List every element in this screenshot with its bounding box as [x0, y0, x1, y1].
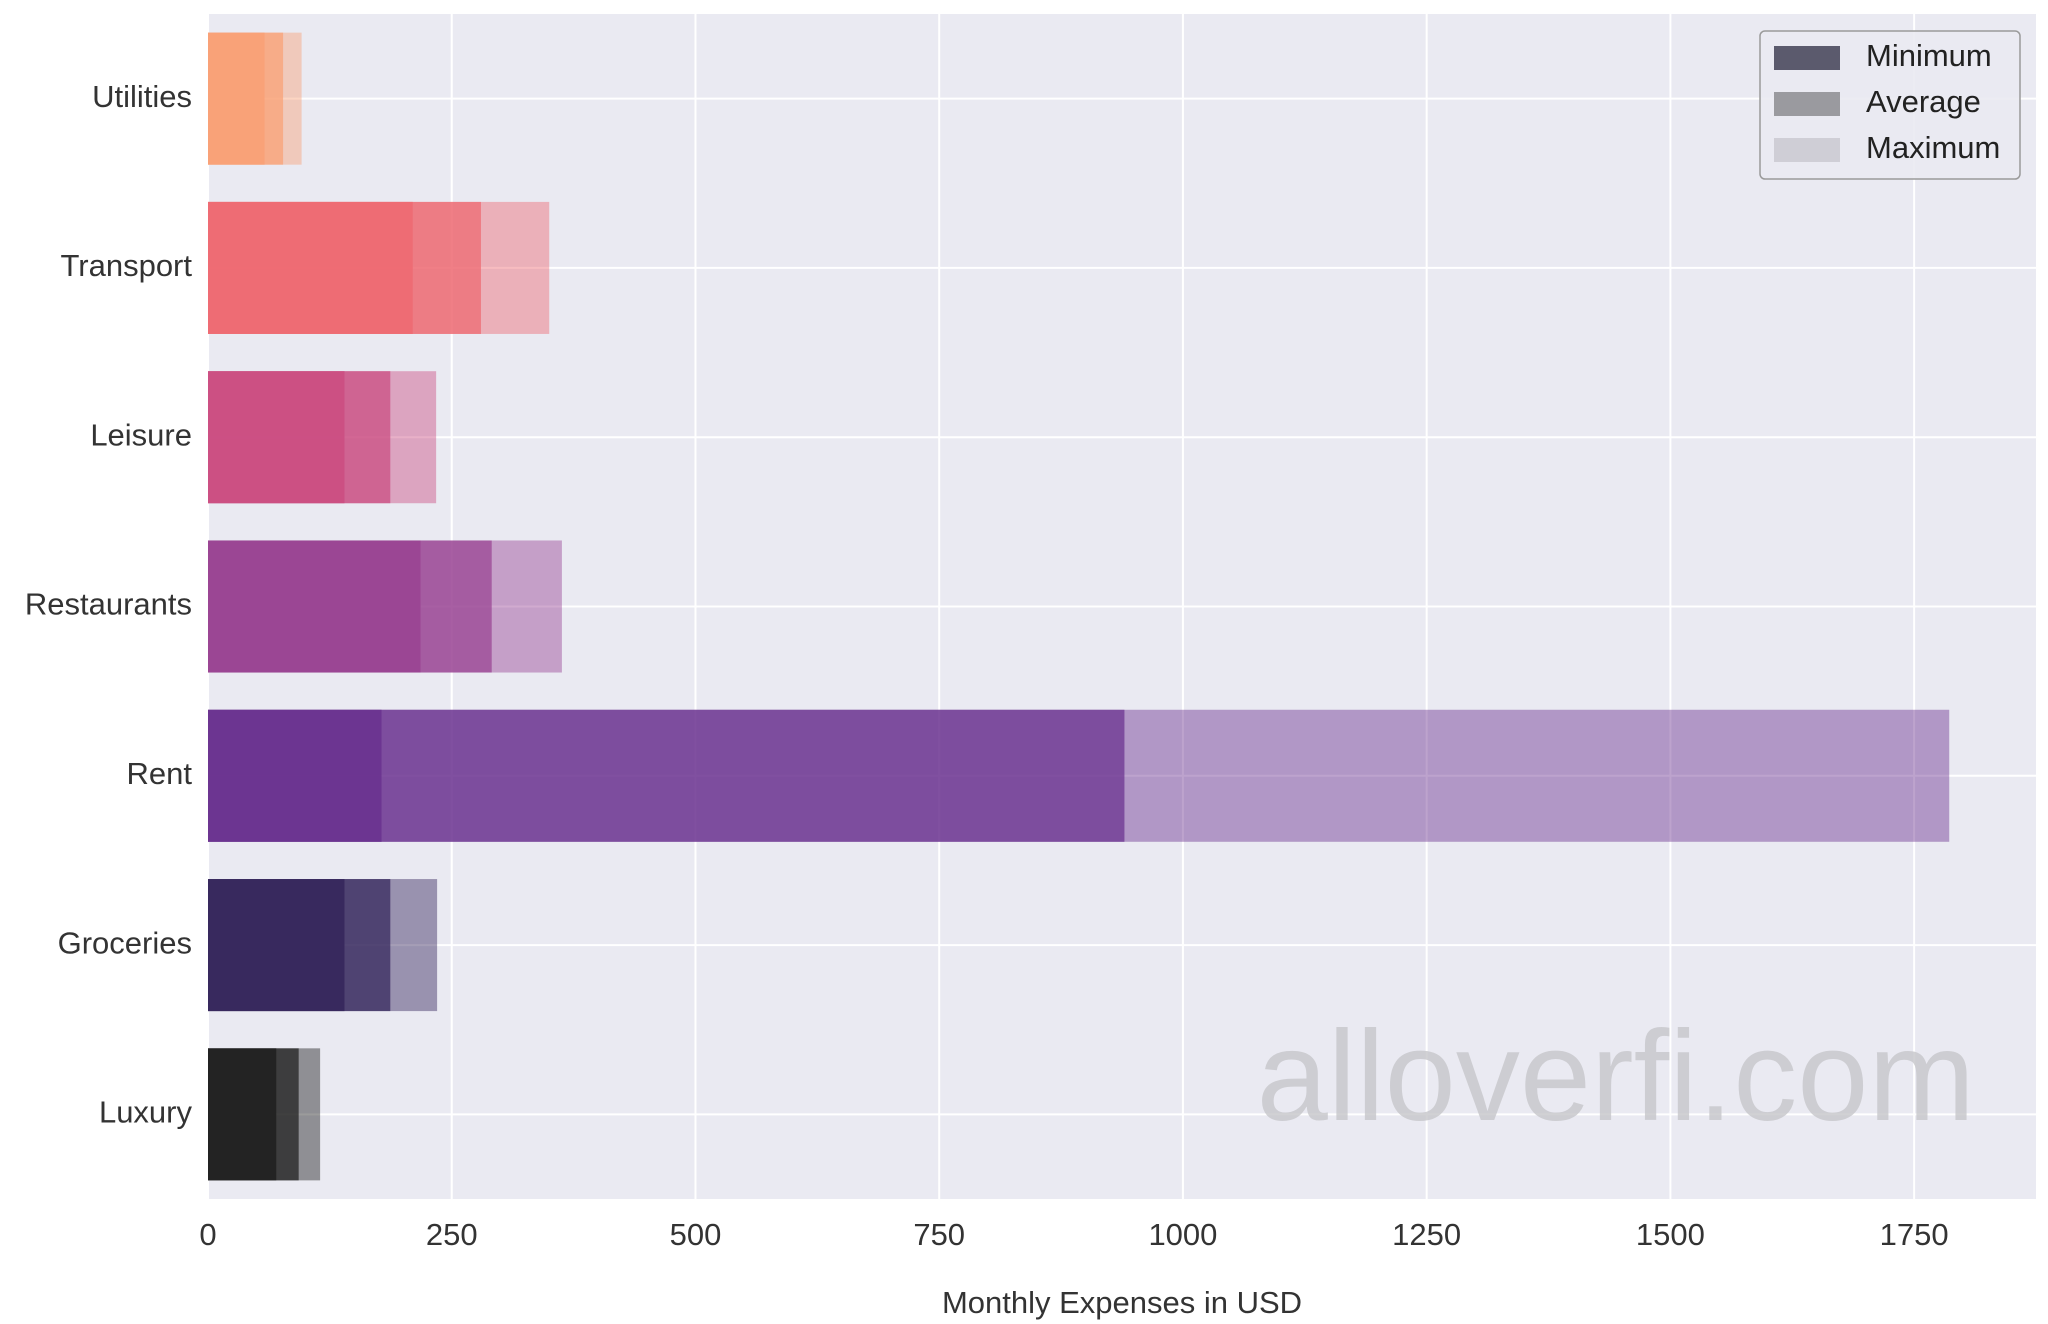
x-tick-labels: 0 250 500 750 1000 1250 1500 1750: [199, 1217, 1948, 1252]
x-tick-label: 1000: [1148, 1217, 1217, 1252]
y-tick-label: Transport: [60, 248, 192, 283]
watermark: alloverfi.com: [1257, 1005, 1975, 1148]
legend-label-average: Average: [1866, 84, 1981, 119]
x-tick-label: 1500: [1636, 1217, 1705, 1252]
y-tick-label: Restaurants: [25, 587, 192, 622]
x-tick-label: 750: [913, 1217, 965, 1252]
legend: Minimum Average Maximum: [1759, 30, 2021, 180]
y-tick-label: Utilities: [92, 79, 192, 114]
legend-swatch-average: [1774, 92, 1840, 116]
bar-restaurants-minimum: [208, 540, 421, 673]
grid-lines: [207, 14, 2036, 1199]
x-tick-label: 1750: [1880, 1217, 1949, 1252]
bar-groceries-minimum: [208, 879, 345, 1012]
legend-swatch-maximum: [1774, 138, 1840, 162]
bar-leisure-minimum: [208, 371, 345, 504]
x-tick-label: 0: [199, 1217, 216, 1252]
bars: [208, 32, 1950, 1181]
bar-utilities-minimum: [208, 32, 265, 165]
y-tick-label: Rent: [127, 756, 193, 791]
y-tick-label: Groceries: [58, 925, 192, 960]
y-tick-labels: Utilities Transport Leisure Restaurants Rent…: [25, 79, 193, 1130]
y-tick-label: Leisure: [90, 417, 192, 452]
legend-swatch-minimum: [1774, 46, 1840, 70]
x-axis-title: Monthly Expenses in USD: [942, 1285, 1302, 1320]
legend-label-maximum: Maximum: [1866, 130, 2000, 165]
x-tick-label: 250: [426, 1217, 478, 1252]
bar-luxury-minimum: [208, 1048, 277, 1181]
bar-transport-minimum: [208, 201, 413, 334]
y-tick-label: Luxury: [99, 1095, 193, 1130]
legend-label-minimum: Minimum: [1866, 38, 1992, 73]
x-tick-label: 500: [670, 1217, 722, 1252]
x-tick-label: 1250: [1392, 1217, 1461, 1252]
bar-rent-minimum: [208, 709, 382, 842]
